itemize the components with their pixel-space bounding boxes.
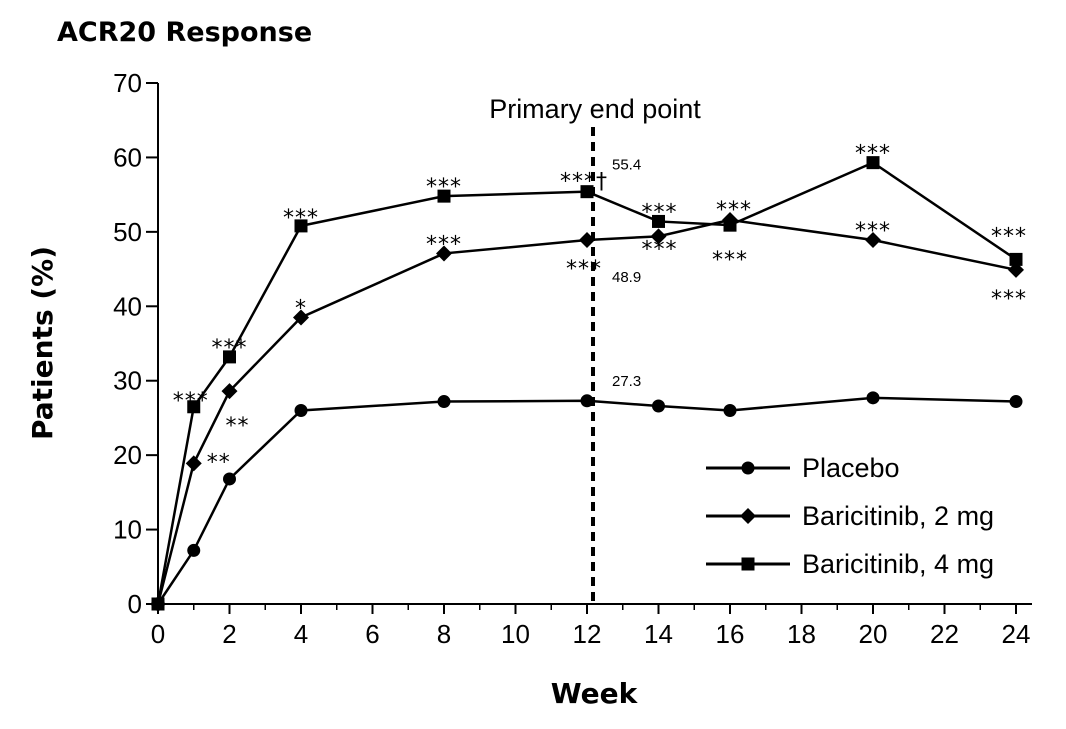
data-point: [866, 391, 880, 405]
x-tick-label: 20: [859, 619, 888, 649]
value-label: 27.3: [612, 373, 641, 390]
x-tick-label: 8: [437, 619, 451, 649]
legend-item: Baricitinib, 2 mg: [706, 501, 994, 531]
y-tick-label: 10: [113, 515, 142, 545]
series-layer: [150, 156, 1024, 612]
significance-label: *: [295, 296, 307, 321]
data-point: [652, 214, 665, 228]
significance-label: ***: [173, 389, 209, 414]
series-line: [156, 161, 1017, 605]
legend-label: Placebo: [802, 453, 900, 483]
significance-label: ***: [855, 142, 891, 167]
data-point: [437, 395, 451, 409]
legend-label: Baricitinib, 4 mg: [802, 549, 994, 579]
chart-title: ACR20 Response: [57, 17, 312, 48]
legend-item: Baricitinib, 4 mg: [706, 549, 994, 579]
data-point: [1009, 395, 1023, 409]
data-point: [437, 189, 451, 203]
legend-marker: [740, 508, 756, 524]
y-tick-label: 60: [113, 142, 142, 172]
annotation-layer: 55.448.927.3***********************†****…: [173, 142, 1027, 476]
legend-item: Placebo: [706, 453, 900, 483]
data-point: [723, 218, 737, 232]
significance-label: ***: [855, 219, 891, 244]
significance-label: ***: [426, 232, 462, 257]
y-tick-label: 30: [113, 366, 142, 396]
significance-label: ***: [991, 224, 1027, 249]
significance-label: ***†: [560, 170, 608, 195]
series-line: [156, 218, 1017, 605]
x-tick-label: 6: [365, 619, 379, 649]
data-point: [865, 232, 881, 249]
data-point: [187, 400, 201, 414]
data-point: [151, 597, 165, 611]
x-tick-label: 2: [222, 619, 236, 649]
value-label: 55.4: [612, 157, 641, 174]
data-point: [221, 383, 238, 400]
series-line: [156, 396, 1017, 605]
series-square: [151, 156, 1023, 611]
data-point: [652, 399, 665, 413]
y-tick-label: 40: [113, 291, 142, 321]
significance-label: ***: [426, 175, 462, 200]
data-point: [223, 472, 236, 486]
x-tick-label: 16: [716, 619, 745, 649]
x-tick-label: 10: [501, 619, 530, 649]
legend-marker: [741, 461, 755, 475]
primary-end-point-line: Primary end point: [489, 94, 701, 604]
data-point: [293, 309, 309, 326]
data-point: [579, 232, 595, 249]
x-tick-label: 24: [1002, 619, 1031, 649]
x-tick-label: 18: [787, 619, 816, 649]
x-tick-label: 22: [930, 619, 959, 649]
significance-label: ***: [642, 200, 678, 225]
y-tick-label: 20: [113, 440, 142, 470]
legend-label: Baricitinib, 2 mg: [802, 501, 994, 531]
significance-label: ***: [991, 287, 1027, 312]
data-point: [650, 228, 667, 245]
significance-label: **: [207, 450, 231, 475]
y-tick-label: 0: [128, 589, 142, 619]
significance-label: ***: [716, 198, 752, 223]
data-point: [723, 403, 737, 417]
significance-label: ***: [712, 248, 748, 273]
data-point: [187, 543, 201, 557]
legend-marker: [741, 557, 755, 571]
x-axis-label: Week: [551, 677, 639, 710]
data-point: [223, 350, 236, 364]
y-axis-label: Patients (%): [26, 246, 59, 440]
x-tick-label: 12: [573, 619, 602, 649]
data-point: [1009, 252, 1023, 266]
data-point: [866, 156, 880, 170]
data-point: [185, 455, 202, 472]
significance-label: ***: [283, 206, 319, 231]
data-point: [580, 185, 594, 199]
x-tick-label: 4: [294, 619, 308, 649]
legend: Placebo Baricitinib, 2 mg Baricitinib, 4 m…: [706, 453, 994, 579]
significance-label: ***: [212, 336, 248, 361]
significance-label: ***: [566, 257, 602, 282]
data-point: [294, 219, 308, 233]
reference-line-label: Primary end point: [489, 94, 701, 124]
x-tick-label: 14: [644, 619, 673, 649]
data-point: [294, 403, 308, 417]
y-tick-label: 70: [113, 68, 142, 98]
value-label: 48.9: [612, 269, 641, 286]
x-tick-label: 0: [151, 619, 165, 649]
data-point: [436, 245, 452, 262]
significance-label: ***: [642, 237, 678, 262]
y-tick-label: 50: [113, 217, 142, 247]
significance-label: **: [226, 414, 250, 439]
data-point: [580, 394, 594, 408]
